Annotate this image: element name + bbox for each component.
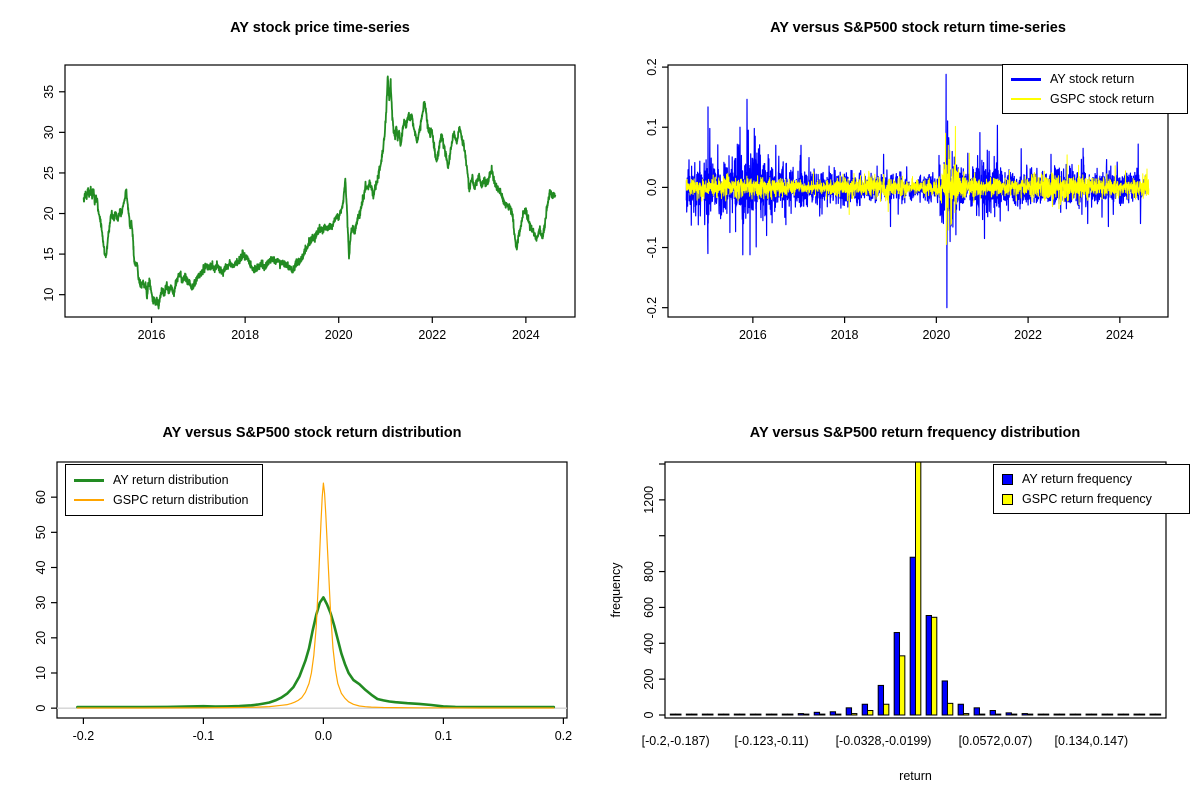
legend-item: AY return distribution — [74, 472, 252, 489]
svg-text:[0.134,0.147): [0.134,0.147) — [1055, 734, 1129, 748]
svg-text:[-0.2,-0.187): [-0.2,-0.187) — [642, 734, 710, 748]
svg-text:600: 600 — [642, 597, 656, 618]
svg-text:0: 0 — [34, 705, 48, 712]
svg-text:-0.1: -0.1 — [645, 237, 659, 259]
legend-item: AY return frequency — [1002, 471, 1179, 488]
svg-text:1200: 1200 — [642, 486, 656, 514]
svg-text:200: 200 — [642, 669, 656, 690]
square-swatch-blue — [1002, 473, 1013, 485]
price-timeseries-chart: 2016 2018 2020 2022 2024 10 15 20 25 30 35 — [42, 64, 576, 342]
svg-text:frequency: frequency — [609, 562, 623, 618]
svg-text:35: 35 — [42, 85, 56, 99]
legend-label: AY return distribution — [113, 472, 229, 487]
legend-label: GSPC return frequency — [1022, 491, 1152, 506]
svg-text:800: 800 — [642, 561, 656, 582]
chart-title: AY stock price time-series — [230, 20, 410, 36]
svg-text:-0.1: -0.1 — [193, 729, 215, 743]
square-swatch-yellow — [1002, 493, 1013, 505]
legend-item: AY stock return — [1011, 71, 1177, 88]
chart-title: AY versus S&P500 return frequency distri… — [749, 425, 1081, 441]
svg-text:0.2: 0.2 — [645, 58, 659, 75]
svg-text:0.0: 0.0 — [315, 729, 332, 743]
legend-label: GSPC return distribution — [113, 492, 249, 507]
return-distribution-chart: -0.2 -0.1 0.0 0.1 0.2 0 10 20 30 40 50 60 — [34, 461, 572, 743]
svg-text:10: 10 — [34, 666, 48, 680]
svg-text:[0.0572,0.07): [0.0572,0.07) — [959, 734, 1033, 748]
line-swatch-blue — [1011, 77, 1041, 81]
panel-return-distribution: AY versus S&P500 stock return distributi… — [0, 400, 600, 800]
svg-text:40: 40 — [34, 560, 48, 574]
svg-text:60: 60 — [34, 490, 48, 504]
svg-text:0.2: 0.2 — [555, 729, 572, 743]
svg-text:25: 25 — [42, 166, 56, 180]
svg-text:20: 20 — [34, 631, 48, 645]
panel-return-timeseries: AY versus S&P500 stock return time-serie… — [600, 0, 1200, 400]
svg-text:0: 0 — [642, 711, 656, 718]
legend-item: GSPC stock return — [1011, 91, 1177, 108]
line-swatch-orange — [74, 499, 104, 501]
svg-text:0.1: 0.1 — [645, 119, 659, 136]
svg-text:2022: 2022 — [418, 328, 446, 342]
legend-return-distribution: AY return distribution GSPC return distr… — [65, 464, 263, 516]
svg-text:2020: 2020 — [325, 328, 353, 342]
svg-text:2018: 2018 — [831, 328, 859, 342]
return-timeseries-chart: 2016 2018 2020 2022 2024 -0.2 -0.1 0.0 0.1 0.2 — [645, 58, 1169, 342]
legend-item: GSPC return distribution — [74, 492, 252, 509]
panel-return-frequency: AY versus S&P500 return frequency distri… — [600, 400, 1200, 800]
legend-label: GSPC stock return — [1050, 91, 1155, 106]
svg-text:20: 20 — [42, 207, 56, 221]
panel-price-timeseries: AY stock price time-series 2016 2018 2020 2… — [0, 0, 600, 400]
line-swatch-yellow — [1011, 98, 1041, 100]
svg-text:50: 50 — [34, 525, 48, 539]
svg-text:-0.2: -0.2 — [73, 729, 95, 743]
return-frequency-chart: 0 200 400 600 800 1200 [-0.2,-0.187) [-0.123,-0… — [609, 461, 1167, 783]
svg-text:[-0.123,-0.11): [-0.123,-0.11) — [735, 734, 809, 748]
svg-text:return: return — [899, 769, 932, 783]
chart-title: AY versus S&P500 stock return time-serie… — [770, 20, 1066, 36]
svg-text:[-0.0328,-0.0199): [-0.0328,-0.0199) — [836, 734, 932, 748]
svg-text:30: 30 — [34, 596, 48, 610]
svg-text:2022: 2022 — [1014, 328, 1042, 342]
svg-text:0.0: 0.0 — [645, 179, 659, 196]
legend-label: AY return frequency — [1022, 471, 1133, 486]
svg-text:400: 400 — [642, 633, 656, 654]
svg-text:2024: 2024 — [512, 328, 540, 342]
chart-title: AY versus S&P500 stock return distributi… — [162, 425, 462, 441]
svg-text:2024: 2024 — [1106, 328, 1134, 342]
legend-return-frequency: AY return frequency GSPC return frequenc… — [993, 464, 1190, 514]
svg-text:2020: 2020 — [922, 328, 950, 342]
legend-return-timeseries: AY stock return GSPC stock return — [1002, 64, 1188, 114]
svg-text:-0.2: -0.2 — [645, 297, 659, 319]
svg-text:2016: 2016 — [138, 328, 166, 342]
svg-text:30: 30 — [42, 125, 56, 139]
svg-text:10: 10 — [42, 288, 56, 302]
line-swatch-green — [74, 478, 104, 482]
svg-text:0.1: 0.1 — [435, 729, 452, 743]
svg-text:2018: 2018 — [231, 328, 259, 342]
legend-item: GSPC return frequency — [1002, 491, 1179, 508]
svg-text:2016: 2016 — [739, 328, 767, 342]
legend-label: AY stock return — [1050, 71, 1135, 86]
svg-text:15: 15 — [42, 247, 56, 261]
